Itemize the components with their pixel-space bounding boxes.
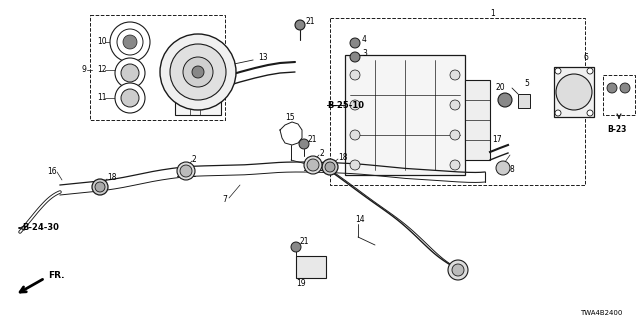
Circle shape [498, 93, 512, 107]
Circle shape [350, 70, 360, 80]
Circle shape [620, 83, 630, 93]
Circle shape [121, 64, 139, 82]
Circle shape [555, 110, 561, 116]
Circle shape [448, 260, 468, 280]
Text: 2: 2 [319, 148, 324, 157]
Text: 17: 17 [492, 135, 502, 145]
Bar [518, 94, 530, 108]
Circle shape [115, 83, 145, 113]
Text: 11: 11 [97, 93, 106, 102]
Circle shape [291, 242, 301, 252]
Text: 5: 5 [524, 78, 529, 87]
Circle shape [325, 162, 335, 172]
Text: 9: 9 [82, 66, 87, 75]
Text: 4: 4 [362, 36, 367, 44]
Text: 20: 20 [496, 83, 506, 92]
Circle shape [180, 165, 192, 177]
Circle shape [110, 22, 150, 62]
Circle shape [450, 70, 460, 80]
Bar [465, 80, 490, 160]
Circle shape [183, 57, 213, 87]
Text: 10: 10 [97, 37, 107, 46]
Circle shape [121, 89, 139, 107]
Circle shape [450, 130, 460, 140]
Circle shape [304, 156, 322, 174]
Circle shape [295, 20, 305, 30]
Text: FR.: FR. [48, 271, 65, 281]
Circle shape [160, 34, 236, 110]
Text: 21: 21 [308, 135, 317, 145]
Circle shape [123, 35, 137, 49]
Bar [175, 80, 221, 115]
Circle shape [450, 100, 460, 110]
Bar [90, 15, 225, 120]
Circle shape [350, 38, 360, 48]
Text: 21: 21 [305, 18, 314, 27]
Text: 3: 3 [362, 50, 367, 59]
Circle shape [587, 110, 593, 116]
Text: 12: 12 [97, 66, 106, 75]
Circle shape [177, 162, 195, 180]
Bar [345, 55, 465, 175]
Circle shape [350, 160, 360, 170]
Circle shape [307, 159, 319, 171]
Circle shape [115, 58, 145, 88]
Circle shape [299, 139, 309, 149]
Circle shape [322, 159, 338, 175]
Circle shape [607, 83, 617, 93]
Text: 13: 13 [258, 53, 268, 62]
Text: 16: 16 [47, 166, 56, 175]
Text: B-25-10: B-25-10 [327, 100, 364, 109]
Text: 15: 15 [285, 114, 294, 123]
Circle shape [452, 264, 464, 276]
Text: B-23: B-23 [607, 125, 627, 134]
Circle shape [350, 130, 360, 140]
Text: 14: 14 [355, 215, 365, 225]
Text: 18: 18 [107, 172, 116, 181]
Text: 1: 1 [490, 9, 495, 18]
Circle shape [496, 161, 510, 175]
Circle shape [587, 68, 593, 74]
Circle shape [95, 182, 105, 192]
Bar [603, 75, 635, 115]
Text: 8: 8 [510, 165, 515, 174]
Circle shape [555, 68, 561, 74]
Text: 21: 21 [300, 237, 310, 246]
Text: TWA4B2400: TWA4B2400 [580, 310, 622, 316]
Bar [296, 256, 326, 278]
Bar [330, 18, 585, 185]
Circle shape [192, 66, 204, 78]
Text: B-24-30: B-24-30 [22, 223, 59, 233]
Circle shape [450, 160, 460, 170]
Circle shape [350, 52, 360, 62]
Text: 7: 7 [222, 196, 227, 204]
Text: 19: 19 [296, 279, 306, 289]
Circle shape [92, 179, 108, 195]
Circle shape [117, 29, 143, 55]
Circle shape [556, 74, 592, 110]
Text: 6: 6 [584, 53, 589, 62]
Text: 2: 2 [192, 155, 196, 164]
Text: 18: 18 [338, 153, 348, 162]
Circle shape [350, 100, 360, 110]
Bar [554, 67, 594, 117]
Circle shape [170, 44, 226, 100]
